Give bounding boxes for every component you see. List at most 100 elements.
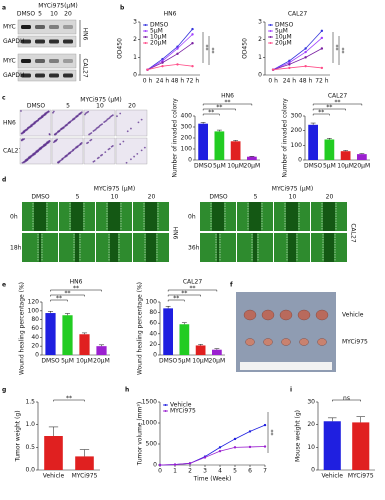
- tumor-paper: [240, 362, 332, 370]
- y-tick-label: 60: [31, 325, 39, 332]
- blot-group: CAL27: [82, 58, 89, 77]
- blot-band: [35, 59, 45, 63]
- blot-band: [21, 39, 31, 44]
- colony-dot: [53, 140, 56, 142]
- blot-band: [49, 25, 59, 29]
- lane-label: 10: [50, 11, 58, 18]
- colony-dot: [137, 121, 140, 124]
- significance-bracket: [50, 289, 102, 292]
- x-tick-label: Vehicle: [322, 473, 344, 480]
- colony-dot: [75, 115, 78, 118]
- panel-label: d: [2, 177, 6, 184]
- y-tick-label: 2: [133, 36, 137, 43]
- colony-dot: [20, 139, 23, 141]
- x-tick-label: 2: [188, 468, 192, 475]
- significance: **: [318, 109, 324, 116]
- y-tick-label: 1: [258, 54, 262, 61]
- bar: [45, 313, 56, 355]
- y-tick-label: 0: [153, 352, 157, 359]
- colony-dot: [21, 161, 24, 164]
- blot-row-label: GAPDH: [3, 72, 25, 79]
- colony-dot: [64, 155, 67, 157]
- colony-dot: [52, 110, 55, 113]
- bar: [62, 315, 73, 355]
- blot-strip: [17, 35, 77, 48]
- colony-dot: [64, 124, 67, 127]
- wound-column: 10: [289, 194, 297, 201]
- x-tick-label: 72 h: [186, 78, 200, 85]
- y-tick-label: 1000: [142, 420, 157, 427]
- colony-dot: [103, 121, 106, 124]
- y-axis-title: Number of invaded colony: [172, 98, 179, 178]
- colony-dot: [110, 145, 113, 148]
- y-tick-label: 20: [307, 421, 315, 428]
- colony-dot: [86, 142, 88, 145]
- x-tick-label: 0 h: [143, 78, 153, 85]
- wound-gap: [146, 233, 156, 262]
- colony-dot: [67, 121, 70, 124]
- bar: [163, 308, 173, 355]
- blot-band: [21, 59, 31, 63]
- colony-dot: [57, 161, 59, 164]
- lane-label: 5: [38, 11, 42, 18]
- colony-image: [83, 137, 116, 165]
- legend-marker: [269, 30, 272, 32]
- significance-bracket: [50, 294, 85, 297]
- y-axis-title: OD450: [117, 38, 124, 59]
- colony-dot: [107, 148, 110, 151]
- y-tick-label: 100: [146, 299, 158, 306]
- legend-label: 10μM: [275, 34, 292, 41]
- panel-label: e: [2, 282, 6, 289]
- bar: [79, 334, 90, 355]
- wound-row: 18h: [10, 245, 22, 252]
- blot-band: [49, 73, 59, 78]
- y-axis-title: OD450: [242, 38, 249, 59]
- legend-label: DMSO: [150, 22, 169, 29]
- bar: [179, 324, 190, 355]
- colony-dot: [37, 118, 40, 120]
- y-tick-label: 2: [258, 36, 262, 43]
- colony-dot: [116, 115, 118, 118]
- y-tick-label: 20: [31, 343, 39, 350]
- colony-dot: [67, 152, 70, 155]
- y-tick-label: 1.0: [25, 421, 35, 428]
- blot-strip: [17, 19, 77, 35]
- significance-bracket: [167, 294, 201, 297]
- x-tick-label: 72 h: [315, 78, 329, 85]
- legend-label: DMSO: [275, 22, 294, 29]
- wound-gap: [249, 202, 261, 231]
- significance-bracket: [312, 113, 330, 116]
- x-tick-label: 5: [233, 468, 237, 475]
- significance-bracket: [312, 103, 363, 106]
- significance: **: [208, 109, 214, 116]
- colony-dot: [95, 127, 98, 130]
- panel-label: f: [230, 282, 233, 289]
- y-tick-label: 40: [149, 330, 157, 337]
- colony-dot: [53, 133, 56, 136]
- colony-dot: [106, 118, 109, 121]
- y-tick-label: 200: [291, 127, 303, 134]
- colony-dot: [130, 158, 132, 161]
- colony-dot: [136, 152, 139, 155]
- line-point: [191, 64, 194, 68]
- y-tick-label: 0: [188, 157, 192, 164]
- significance: **: [173, 295, 179, 302]
- significance: **: [73, 285, 79, 292]
- lane-label: DMSO: [17, 11, 36, 18]
- significance: **: [338, 48, 345, 54]
- legend-marker: [164, 404, 167, 406]
- wound-header: MYCi975 (μM): [272, 186, 313, 193]
- x-axis-title: Time (Week): [193, 476, 232, 483]
- y-axis-title: Tumor weight (g): [15, 410, 22, 462]
- wound-gap: [212, 202, 224, 231]
- bar: [352, 422, 370, 470]
- significance: **: [66, 395, 72, 402]
- panel-label: b: [120, 5, 125, 12]
- significance: **: [326, 104, 332, 111]
- legend-label: 20μM: [275, 40, 292, 47]
- colony-column: 10: [96, 103, 104, 110]
- y-tick-label: 400: [181, 113, 193, 120]
- x-tick-label: DMSO: [304, 163, 323, 170]
- colony-dot: [78, 112, 81, 115]
